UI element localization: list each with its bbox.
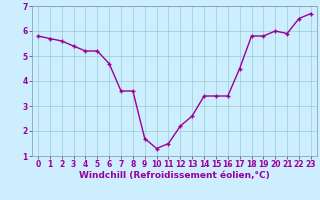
X-axis label: Windchill (Refroidissement éolien,°C): Windchill (Refroidissement éolien,°C): [79, 171, 270, 180]
